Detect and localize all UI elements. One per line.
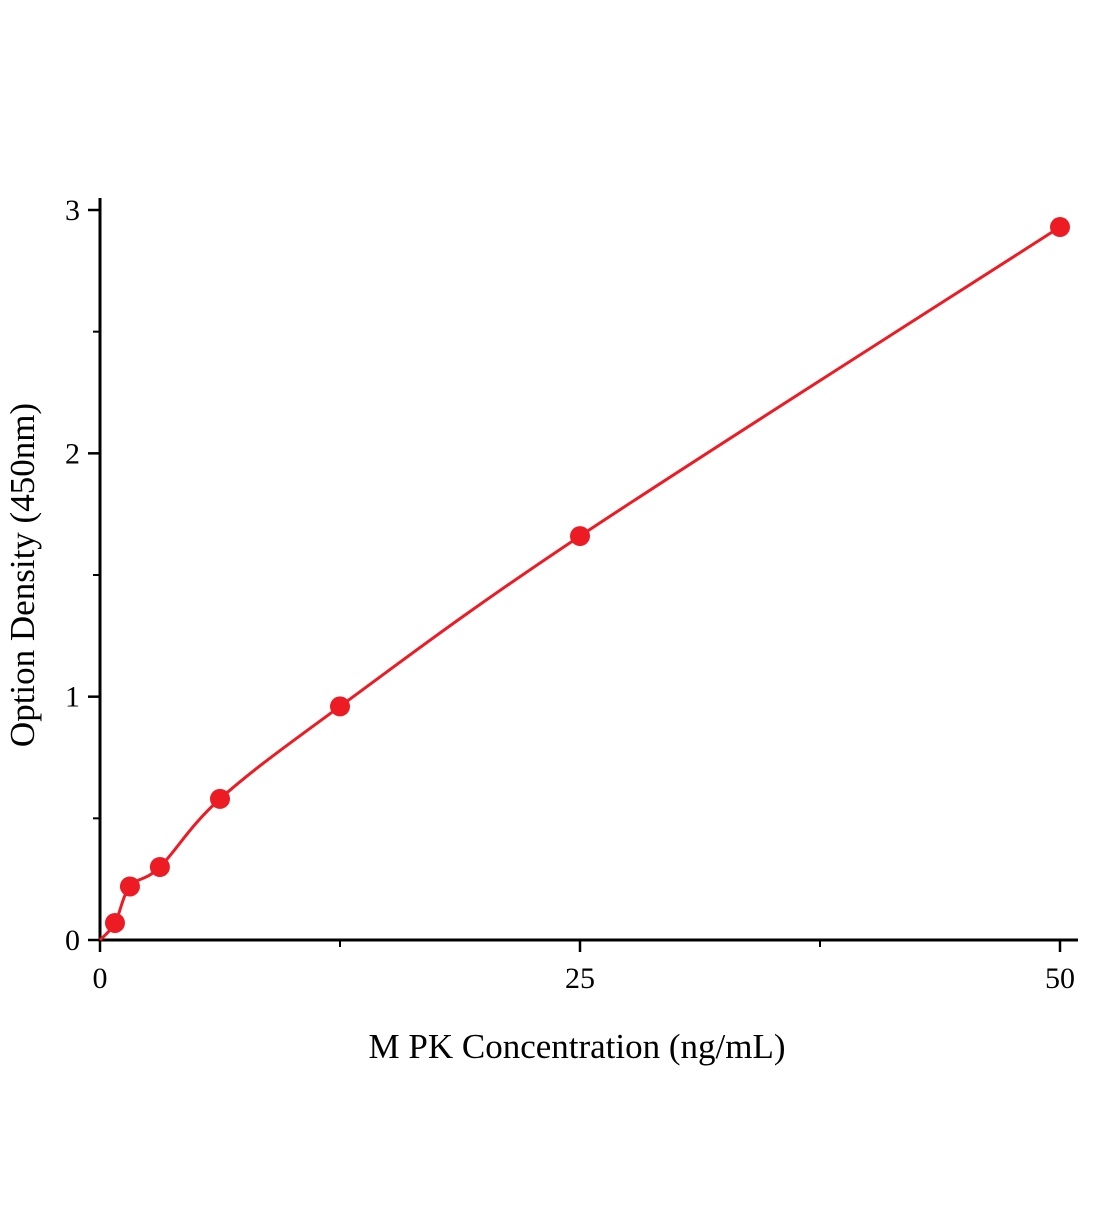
data-point bbox=[104, 912, 125, 933]
axis-labels: M PK Concentration (ng/mL) Option Densit… bbox=[3, 403, 786, 1066]
data-point bbox=[119, 876, 140, 897]
data-point bbox=[1050, 217, 1070, 238]
data-point bbox=[210, 788, 230, 809]
y-tick-label: 3 bbox=[65, 194, 80, 227]
x-axis-label: M PK Concentration (ng/mL) bbox=[368, 1027, 785, 1066]
x-tick-label: 50 bbox=[1045, 962, 1075, 995]
axis-ticks: 0 25 50 0 1 2 3 bbox=[65, 194, 1075, 995]
y-tick-label: 0 bbox=[65, 924, 80, 957]
y-axis-label: Option Density (450nm) bbox=[3, 403, 42, 747]
y-tick-label: 2 bbox=[65, 437, 80, 470]
data-point bbox=[570, 526, 590, 547]
data-point bbox=[330, 696, 350, 717]
x-tick-label: 25 bbox=[565, 962, 595, 995]
x-tick-label: 0 bbox=[93, 962, 108, 995]
data-series bbox=[98, 217, 1070, 942]
curve-line bbox=[98, 225, 1061, 942]
y-tick-label: 1 bbox=[65, 681, 80, 714]
data-point bbox=[149, 857, 170, 877]
